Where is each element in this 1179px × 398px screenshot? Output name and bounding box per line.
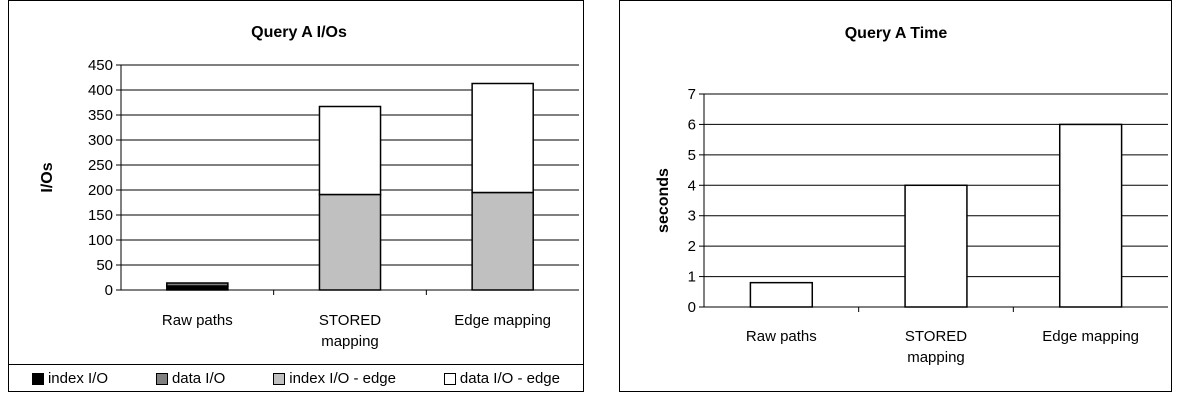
time-bar-value bbox=[1058, 123, 1123, 308]
ios-ytick-label: 350 bbox=[88, 107, 113, 124]
legend-swatch-data-io-edge bbox=[443, 372, 456, 385]
ios-category-label: mapping bbox=[321, 333, 379, 350]
time-category-label: STORED bbox=[905, 328, 967, 345]
chart-panel-time: Query A Time seconds 0 1 2 3 4 5 6 7 Raw paths STOR… bbox=[619, 0, 1172, 392]
legend-item-data-io-edge: data I/O - edge bbox=[443, 370, 560, 387]
ios-chart: Query A I/Os I/Os 0 50 100 150 200 250 300 350 400… bbox=[39, 24, 579, 350]
legend-label-data-io-edge: data I/O - edge bbox=[459, 370, 560, 387]
ios-bar-index-i-o-edge bbox=[318, 193, 382, 291]
time-chart: Query A Time seconds 0 1 2 3 4 5 6 7 Raw paths STOR… bbox=[655, 25, 1168, 366]
ios-ytick-label: 200 bbox=[88, 182, 113, 199]
ios-bar-data-i-o-edge bbox=[318, 105, 382, 196]
time-ytick-label: 0 bbox=[688, 299, 696, 316]
chart-panel-ios: Query A I/Os I/Os 0 50 100 150 200 250 300 350 400… bbox=[8, 0, 584, 392]
ios-ylabel: I/Os bbox=[39, 162, 56, 192]
ios-ytick-label: 150 bbox=[88, 207, 113, 224]
time-ylabel: seconds bbox=[655, 168, 672, 233]
ios-ytick-label: 300 bbox=[88, 132, 113, 149]
ios-ytick-label: 450 bbox=[88, 57, 113, 74]
legend-swatch-index-io bbox=[31, 372, 44, 385]
legend-label-index-io-edge: index I/O - edge bbox=[289, 370, 396, 387]
time-ytick-label: 6 bbox=[688, 116, 696, 133]
time-category-label: Edge mapping bbox=[1042, 328, 1139, 345]
ios-ytick-label: 50 bbox=[96, 257, 113, 274]
ios-ytick-label: 400 bbox=[88, 82, 113, 99]
legend-item-index-io-edge: index I/O - edge bbox=[273, 370, 396, 387]
time-category-label: mapping bbox=[907, 349, 965, 366]
legend-swatch-index-io-edge bbox=[273, 372, 286, 385]
time-bar-value bbox=[904, 184, 968, 308]
time-ytick-label: 1 bbox=[688, 269, 696, 286]
ios-ytick-label: 250 bbox=[88, 157, 113, 174]
ios-legend: index I/O data I/O index I/O - edge data… bbox=[8, 364, 584, 392]
time-ytick-label: 5 bbox=[688, 147, 696, 164]
ios-category-label: Edge mapping bbox=[454, 312, 551, 329]
legend-label-data-io: data I/O bbox=[171, 370, 226, 387]
time-ytick-label: 4 bbox=[688, 177, 696, 194]
ios-category-label: Raw paths bbox=[162, 312, 233, 329]
time-ytick-label: 3 bbox=[688, 208, 696, 225]
ios-ytick-label: 0 bbox=[105, 282, 113, 299]
time-ytick-label: 7 bbox=[688, 86, 696, 103]
legend-swatch-data-io bbox=[155, 372, 168, 385]
ios-title: Query A I/Os bbox=[251, 24, 347, 41]
time-title: Query A Time bbox=[845, 25, 948, 42]
ios-bar-data-i-o-edge bbox=[471, 82, 534, 194]
ios-bar-index-i-o-edge bbox=[471, 191, 534, 291]
ios-bar-data-i-o bbox=[166, 282, 229, 287]
time-bar-value bbox=[749, 281, 814, 308]
time-ytick-label: 2 bbox=[688, 238, 696, 255]
legend-label-index-io: index I/O bbox=[47, 370, 108, 387]
ios-ytick-label: 100 bbox=[88, 232, 113, 249]
time-category-label: Raw paths bbox=[746, 328, 817, 345]
ios-category-label: STORED bbox=[319, 312, 381, 329]
legend-item-index-io: index I/O bbox=[31, 370, 108, 387]
legend-item-data-io: data I/O bbox=[155, 370, 226, 387]
